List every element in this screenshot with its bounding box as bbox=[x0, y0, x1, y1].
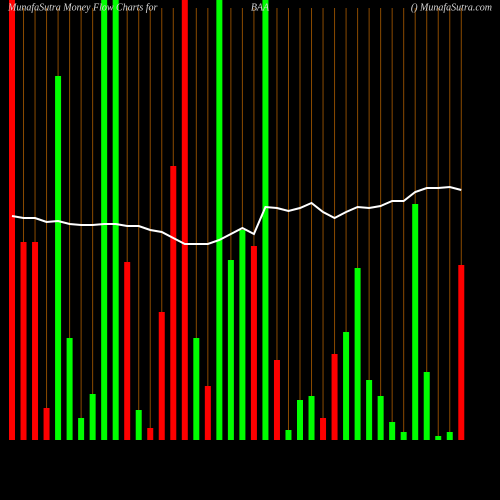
bar bbox=[66, 338, 73, 440]
bar bbox=[147, 428, 154, 440]
chart-title: MunafaSutra Money Flow Charts for bbox=[7, 2, 158, 13]
bar bbox=[216, 0, 223, 440]
source: () MunafaSutra.com bbox=[411, 2, 492, 13]
bar bbox=[308, 396, 315, 440]
bar bbox=[285, 430, 292, 440]
bar bbox=[32, 242, 39, 440]
bar bbox=[343, 332, 350, 440]
bar bbox=[89, 394, 96, 440]
bar bbox=[204, 386, 211, 440]
bar bbox=[158, 312, 165, 440]
bar bbox=[320, 418, 327, 440]
bar bbox=[354, 268, 361, 440]
bar bbox=[9, 0, 15, 440]
bar bbox=[193, 338, 200, 440]
bar bbox=[250, 246, 257, 440]
bar bbox=[297, 400, 303, 440]
bar bbox=[377, 396, 384, 440]
bar bbox=[170, 166, 177, 440]
bar bbox=[412, 204, 419, 440]
bar bbox=[55, 76, 62, 440]
bar bbox=[43, 408, 50, 440]
lines bbox=[11, 185, 462, 245]
bar bbox=[331, 354, 338, 440]
bar bbox=[389, 422, 396, 440]
bar bbox=[458, 265, 465, 440]
bar bbox=[366, 380, 373, 440]
bar bbox=[135, 410, 142, 440]
bar bbox=[446, 432, 453, 440]
bar bbox=[423, 372, 430, 440]
bar bbox=[400, 432, 407, 440]
bar bbox=[101, 0, 108, 440]
bar bbox=[262, 0, 269, 440]
bar bbox=[112, 0, 119, 440]
ticker: BAA bbox=[251, 2, 270, 13]
bars bbox=[9, 0, 465, 440]
bar bbox=[227, 260, 234, 440]
bar bbox=[435, 436, 442, 440]
bar bbox=[239, 230, 246, 440]
bar bbox=[273, 360, 280, 440]
bar bbox=[20, 242, 27, 440]
bar bbox=[124, 262, 131, 440]
price-line bbox=[11, 185, 462, 245]
bar bbox=[78, 418, 85, 440]
bar bbox=[181, 0, 188, 440]
